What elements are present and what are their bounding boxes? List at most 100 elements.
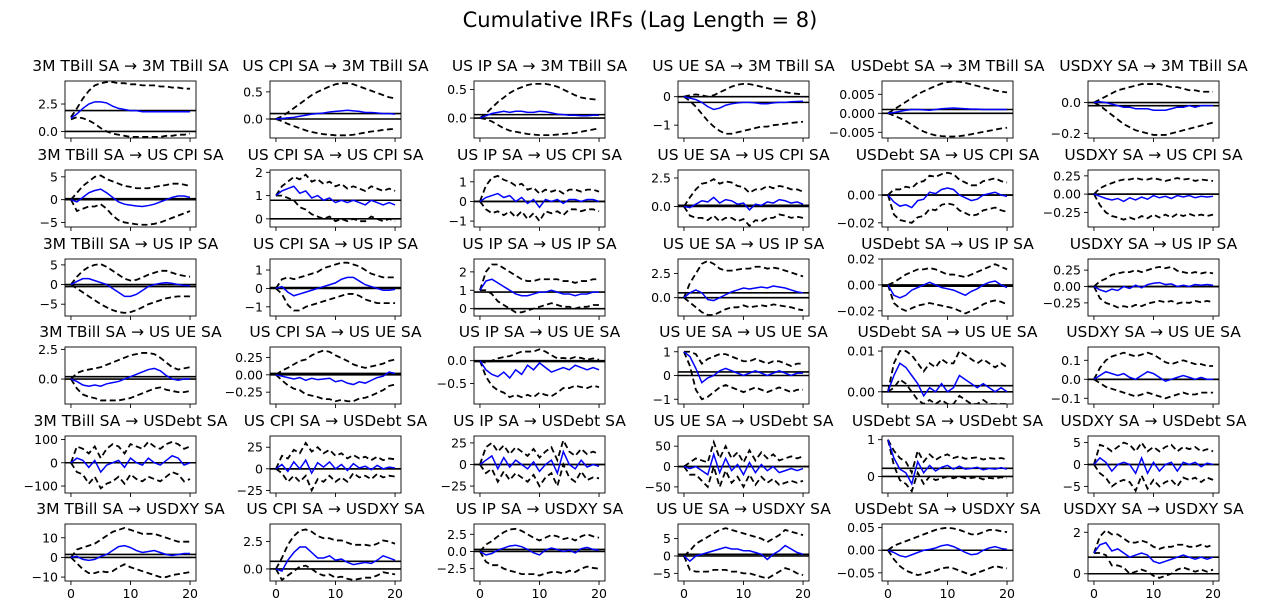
y-tick-label: 1 — [459, 283, 467, 298]
lower-band-line — [683, 205, 804, 227]
irf-line — [275, 109, 396, 120]
panel-title: US IP SA → USDebt SA — [453, 412, 626, 430]
y-tick-label: 5 — [1073, 435, 1081, 450]
y-tick-label: 5 — [663, 531, 671, 546]
plot-area — [474, 174, 605, 223]
lower-band-line — [683, 555, 804, 580]
panel-title: USDebt SA → USDXY SA — [855, 500, 1041, 518]
irf-panel: US CPI SA → US UE SA −0.25 0.00 0.25 — [225, 323, 422, 408]
upper-band-line — [683, 439, 804, 468]
plot-area — [882, 526, 1013, 577]
upper-band-line — [479, 174, 600, 202]
y-tick-label: 2 — [1073, 525, 1081, 540]
plot-area — [882, 263, 1013, 315]
y-tick-label: 5 — [50, 257, 58, 272]
y-tick-label: −0.02 — [837, 303, 875, 318]
irf-line — [1093, 455, 1214, 476]
irf-panel: 3M TBill SA → USDXY SA −10 0 10 0 10 20 — [32, 500, 226, 601]
panel-title: US UE SA → USDebt SA — [654, 412, 834, 430]
irf-panel: USDebt SA → 3M TBill SA −0.005 0.000 0.005 — [829, 57, 1045, 142]
panel-title: 3M TBill SA → USDebt SA — [34, 412, 228, 430]
y-tick-label: 0 — [50, 192, 58, 207]
irf-line — [479, 360, 600, 380]
y-tick-label: 2.5 — [651, 266, 671, 281]
y-tick-label: 0 — [255, 211, 263, 226]
irf-line — [683, 351, 804, 384]
y-tick-label: 1 — [255, 263, 263, 278]
y-tick-label: 0.00 — [847, 543, 875, 558]
y-tick-label: −0.005 — [829, 125, 875, 140]
irf-line — [70, 367, 191, 387]
plot-area — [474, 348, 605, 399]
panel-title: US IP SA → US CPI SA — [457, 146, 622, 164]
irf-line — [683, 544, 804, 563]
upper-band-line — [479, 527, 600, 553]
upper-band-line — [70, 352, 191, 380]
y-tick-label: −1 — [245, 299, 263, 314]
lower-band-line — [1093, 463, 1214, 493]
panel-title: USDXY SA → 3M TBill SA — [1059, 57, 1248, 75]
lower-band-line — [70, 462, 191, 490]
panel-title: USDXY SA → USDXY SA — [1063, 500, 1244, 518]
lower-band-line — [1093, 378, 1214, 400]
upper-band-line — [275, 349, 396, 376]
y-tick-label: −1 — [653, 118, 671, 133]
irf-line — [275, 371, 396, 386]
y-tick-label: −100 — [24, 479, 58, 494]
x-tick-label: 20 — [182, 586, 198, 601]
lower-band-line — [275, 374, 396, 403]
y-tick-label: 0.1 — [1061, 353, 1081, 368]
lower-band-line — [70, 199, 191, 226]
y-tick-label: 1 — [255, 188, 263, 203]
upper-band-line — [887, 526, 1008, 551]
irf-panel: US UE SA → USDebt SA −50 0 50 — [645, 412, 834, 497]
y-tick-label: −0.25 — [1043, 295, 1081, 310]
y-tick-label: 0 — [663, 89, 671, 104]
irf-panel: US IP SA → US CPI SA −1 0 1 — [449, 146, 622, 231]
x-tick-label: 20 — [387, 586, 403, 601]
y-tick-label: 1 — [663, 344, 671, 359]
y-tick-label: 1 — [459, 174, 467, 189]
irf-line — [1093, 281, 1214, 293]
irf-panel: 3M TBill SA → 3M TBill SA 0.0 2.5 — [32, 57, 229, 142]
panel-title: US CPI SA → US UE SA — [249, 323, 422, 341]
upper-band-line — [887, 439, 1008, 476]
plot-area — [882, 439, 1013, 493]
y-tick-label: 0 — [50, 277, 58, 292]
y-tick-label: −0.25 — [1043, 205, 1081, 220]
lower-band-line — [1093, 101, 1214, 136]
plot-area — [1088, 440, 1219, 493]
panel-title: US IP SA → US IP SA — [462, 235, 617, 253]
upper-band-line — [479, 82, 600, 119]
plot-area — [65, 352, 196, 402]
y-tick-label: −5 — [653, 566, 671, 581]
y-tick-label: −5 — [1063, 479, 1081, 494]
upper-band-line — [1093, 265, 1214, 288]
upper-band-line — [275, 261, 396, 289]
lower-band-line — [887, 378, 1008, 404]
plot-area — [678, 178, 809, 227]
lower-band-line — [887, 284, 1008, 315]
x-tick-label: 0 — [272, 586, 280, 601]
irf-panel: US CPI SA → US CPI SA 0 1 2 — [248, 146, 424, 231]
lower-band-line — [70, 378, 191, 402]
irf-panel: US CPI SA → USDXY SA 0.0 2.5 0 10 20 — [243, 500, 425, 601]
y-tick-label: 50 — [655, 439, 671, 454]
upper-band-line — [275, 82, 396, 120]
y-tick-label: −10 — [32, 570, 58, 585]
lower-band-line — [887, 549, 1008, 577]
irf-line — [1093, 193, 1214, 203]
y-tick-label: 0.01 — [847, 344, 875, 359]
plot-area — [474, 263, 605, 314]
irf-panel: US UE SA → US UE SA −1 0 1 — [653, 323, 828, 408]
plot-area — [882, 171, 1013, 224]
lower-band-line — [887, 112, 1008, 138]
x-tick-label: 10 — [532, 586, 548, 601]
y-tick-label: 2.5 — [651, 170, 671, 185]
y-tick-label: 0.00 — [1053, 187, 1081, 202]
y-tick-label: 0.0 — [651, 290, 671, 305]
irf-line — [683, 196, 804, 211]
lower-band-line — [70, 556, 191, 578]
panel-title: US IP SA → USDXY SA — [456, 500, 624, 518]
